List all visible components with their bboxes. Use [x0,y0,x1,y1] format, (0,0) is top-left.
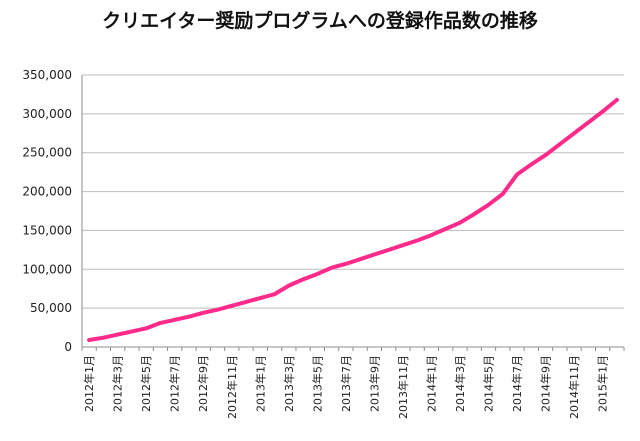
gridlines [82,74,624,309]
x-tick-label: 2012年3月 [111,355,125,412]
x-tick-label: 2012年9月 [196,355,210,412]
x-tick-label: 2013年3月 [282,355,296,412]
series-layer [87,97,619,343]
y-tick-labels: 0 50,000 100,000 150,000 200,000 250,000 300,0… [22,68,72,354]
y-tick-label: 250,000 [22,146,72,160]
x-tick-label: 2014年7月 [510,355,524,412]
x-tick-label: 2013年5月 [310,355,324,412]
x-tick-label: 2014年3月 [453,355,467,412]
x-tick-label: 2014年11月 [567,355,581,419]
x-tick-label: 2013年9月 [367,355,381,412]
x-tick-label: 2012年5月 [139,355,153,412]
x-tick-label: 2013年7月 [339,355,353,412]
y-tick-label: 150,000 [22,223,72,237]
y-tick-label: 0 [64,340,72,354]
x-tick-labels: 2012年1月 2012年3月 2012年5月 2012年7月 2012年9月 2012年… [82,355,609,419]
y-tick-label: 300,000 [22,107,72,121]
chart-title: クリエイター奨励プログラムへの登録作品数の推移 [102,10,538,32]
y-tick-label: 50,000 [30,301,72,315]
x-tick-label: 2013年11月 [396,355,410,419]
x-tick-label: 2014年9月 [539,355,553,412]
y-tick-label: 100,000 [22,262,72,276]
y-tick-label: 350,000 [22,68,72,82]
x-tick-label: 2014年1月 [424,355,438,412]
x-tick-label: 2013年1月 [253,355,267,412]
y-tick-label: 200,000 [22,185,72,199]
x-tick-label: 2012年7月 [168,355,182,412]
x-tick-label: 2015年1月 [596,355,610,412]
x-tick-label: 2012年11月 [225,355,239,419]
x-tick-label: 2012年1月 [82,355,96,412]
x-tick-label: 2014年5月 [482,355,496,412]
axes [81,75,625,351]
series-line [87,97,619,343]
